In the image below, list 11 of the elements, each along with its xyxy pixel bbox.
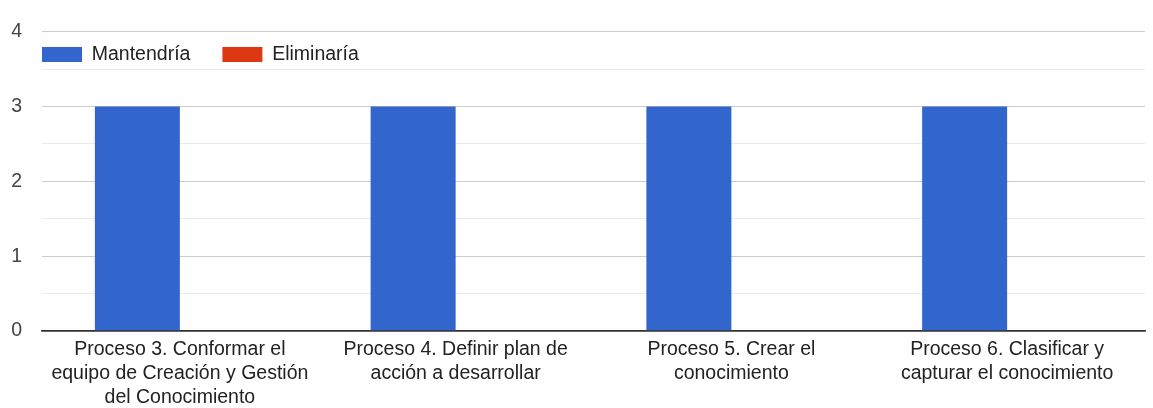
x-tick-label: Proceso 5. Crear el conocimiento xyxy=(647,336,816,383)
y-tick-label: 1 xyxy=(11,243,22,266)
y-tick-label: 4 xyxy=(11,19,23,42)
y-tick-label: 3 xyxy=(11,93,22,116)
legend-label: Eliminaría xyxy=(272,41,359,64)
legend-label: Mantendría xyxy=(91,41,191,64)
y-tick-label: 0 xyxy=(11,318,23,341)
x-tick-label: Proceso 6. Clasificar y capturar el conocimiento xyxy=(900,336,1114,383)
x-tick-label: Proceso 4. Definir plan de acción a desarrollar xyxy=(343,336,568,383)
y-tick-label: 2 xyxy=(11,168,22,191)
x-tick-label: Proceso 3. Conformar el equipo de Creación y Gestión del Conocimiento xyxy=(51,336,309,408)
